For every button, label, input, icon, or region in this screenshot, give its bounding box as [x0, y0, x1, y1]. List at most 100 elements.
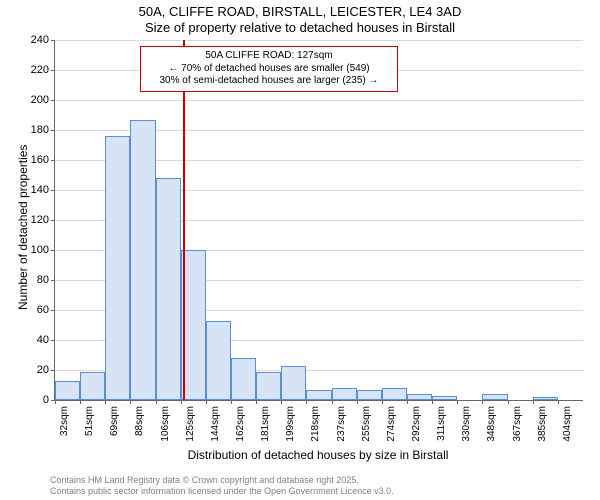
y-tick-mark	[51, 250, 55, 251]
x-tick-label: 32sqm	[59, 406, 70, 436]
x-tick-label: 330sqm	[461, 406, 472, 442]
x-tick-label: 292sqm	[411, 406, 422, 442]
x-tick-label: 125sqm	[185, 406, 196, 442]
histogram-bar	[281, 366, 306, 401]
y-tick-label: 60	[37, 304, 49, 316]
x-tick-label: 51sqm	[84, 406, 95, 436]
histogram-bar	[130, 120, 155, 401]
y-tick-mark	[51, 310, 55, 311]
y-tick-label: 180	[31, 124, 49, 136]
histogram-bar	[156, 178, 181, 400]
y-tick-label: 0	[43, 394, 49, 406]
x-tick-label: 162sqm	[235, 406, 246, 442]
x-axis-label: Distribution of detached houses by size …	[54, 448, 582, 462]
histogram-bar	[533, 397, 558, 400]
x-tick-mark	[206, 400, 207, 404]
plot-area: 02040608010012014016018020022024032sqm51…	[54, 40, 583, 401]
x-tick-mark	[55, 400, 56, 404]
y-tick-label: 160	[31, 154, 49, 166]
x-tick-label: 218sqm	[310, 406, 321, 442]
x-tick-mark	[457, 400, 458, 404]
y-tick-mark	[51, 40, 55, 41]
y-tick-mark	[51, 220, 55, 221]
x-tick-label: 88sqm	[134, 406, 145, 436]
x-tick-label: 404sqm	[562, 406, 573, 442]
y-tick-mark	[51, 370, 55, 371]
x-tick-mark	[281, 400, 282, 404]
histogram-bar	[432, 396, 457, 401]
y-tick-label: 220	[31, 64, 49, 76]
x-tick-mark	[533, 400, 534, 404]
x-tick-label: 106sqm	[160, 406, 171, 442]
x-tick-label: 255sqm	[361, 406, 372, 442]
annotation-smaller: ← 70% of detached houses are smaller (54…	[147, 63, 391, 76]
annotation-title: 50A CLIFFE ROAD: 127sqm	[147, 50, 391, 63]
x-tick-label: 274sqm	[386, 406, 397, 442]
gridline	[55, 100, 583, 101]
x-tick-mark	[306, 400, 307, 404]
x-tick-label: 144sqm	[210, 406, 221, 442]
y-tick-label: 140	[31, 184, 49, 196]
histogram-chart: 50A, CLIFFE ROAD, BIRSTALL, LEICESTER, L…	[0, 0, 600, 500]
x-tick-mark	[482, 400, 483, 404]
x-tick-label: 385sqm	[537, 406, 548, 442]
chart-title-line2: Size of property relative to detached ho…	[0, 20, 600, 35]
y-axis-label: Number of detached properties	[16, 145, 30, 310]
footer-copyright: Contains HM Land Registry data © Crown c…	[50, 475, 394, 486]
x-tick-label: 69sqm	[109, 406, 120, 436]
chart-title-line1: 50A, CLIFFE ROAD, BIRSTALL, LEICESTER, L…	[0, 4, 600, 19]
x-tick-mark	[80, 400, 81, 404]
x-tick-mark	[558, 400, 559, 404]
y-tick-label: 120	[31, 214, 49, 226]
histogram-bar	[55, 381, 80, 401]
y-tick-mark	[51, 190, 55, 191]
x-tick-label: 237sqm	[336, 406, 347, 442]
histogram-bar	[357, 390, 382, 401]
x-tick-label: 367sqm	[512, 406, 523, 442]
histogram-bar	[105, 136, 130, 400]
x-tick-mark	[382, 400, 383, 404]
x-tick-label: 348sqm	[486, 406, 497, 442]
y-tick-label: 80	[37, 274, 49, 286]
y-tick-mark	[51, 130, 55, 131]
histogram-bar	[80, 372, 105, 401]
y-tick-label: 100	[31, 244, 49, 256]
y-tick-mark	[51, 160, 55, 161]
y-tick-label: 20	[37, 364, 49, 376]
annotation-larger: 30% of semi-detached houses are larger (…	[147, 75, 391, 88]
footer-licence: Contains public sector information licen…	[50, 486, 394, 497]
x-tick-mark	[231, 400, 232, 404]
x-tick-mark	[432, 400, 433, 404]
histogram-bar	[382, 388, 407, 400]
histogram-bar	[306, 390, 331, 401]
x-tick-label: 199sqm	[285, 406, 296, 442]
x-tick-label: 181sqm	[260, 406, 271, 442]
x-tick-mark	[256, 400, 257, 404]
x-tick-mark	[407, 400, 408, 404]
y-tick-mark	[51, 100, 55, 101]
marker-line	[183, 40, 185, 400]
y-tick-mark	[51, 70, 55, 71]
histogram-bar	[407, 394, 432, 400]
x-tick-mark	[332, 400, 333, 404]
histogram-bar	[256, 372, 281, 401]
histogram-bar	[206, 321, 231, 401]
x-tick-mark	[357, 400, 358, 404]
y-tick-mark	[51, 280, 55, 281]
gridline	[55, 40, 583, 41]
x-tick-mark	[156, 400, 157, 404]
annotation-box: 50A CLIFFE ROAD: 127sqm← 70% of detached…	[140, 46, 398, 92]
histogram-bar	[231, 358, 256, 400]
histogram-bar	[482, 394, 507, 400]
y-tick-label: 240	[31, 34, 49, 46]
x-tick-mark	[105, 400, 106, 404]
histogram-bar	[332, 388, 357, 400]
chart-footer: Contains HM Land Registry data © Crown c…	[50, 475, 394, 497]
x-tick-mark	[181, 400, 182, 404]
y-tick-label: 40	[37, 334, 49, 346]
x-tick-mark	[130, 400, 131, 404]
y-tick-mark	[51, 340, 55, 341]
x-tick-mark	[508, 400, 509, 404]
y-tick-label: 200	[31, 94, 49, 106]
x-tick-label: 311sqm	[436, 406, 447, 441]
